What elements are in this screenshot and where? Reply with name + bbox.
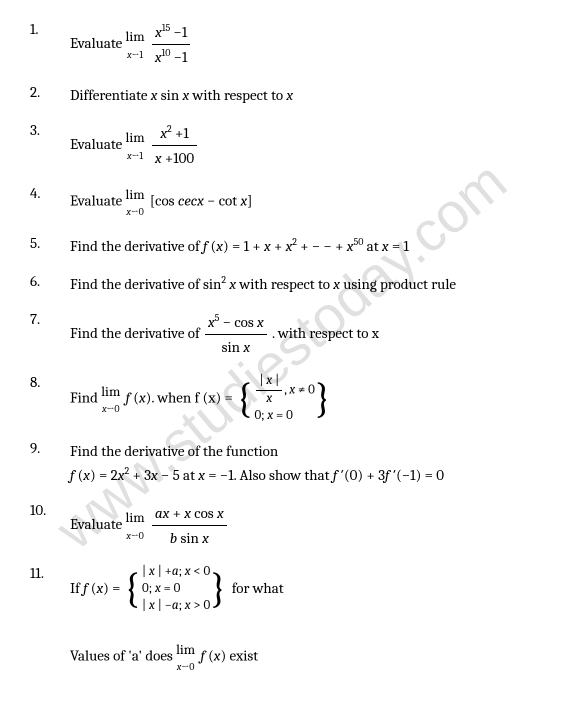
limit-expr: limx→0 bbox=[176, 639, 195, 675]
problem-content: Find the derivative of f (x) = 1 + x + x… bbox=[70, 234, 531, 258]
problem-content: Evaluate limx→0 ax + x cos xb sin x bbox=[70, 501, 531, 550]
problem-8: 8. Find limx→0 f (x). when f (x) = { | x… bbox=[30, 373, 531, 425]
limit-expr: limx→0 bbox=[126, 507, 145, 543]
problem-content: If f (x) = { | x | +a; x < 0 0; x = 0 | … bbox=[70, 564, 531, 675]
problem-number: 2. bbox=[30, 83, 70, 107]
problem-text: Evaluate bbox=[70, 135, 126, 153]
limit-expr: limx→0 bbox=[126, 184, 145, 220]
problem-3: 3. Evaluate limx→1 x2 +1x +100 bbox=[30, 121, 531, 170]
limit-expr: limx→0 bbox=[101, 381, 120, 417]
problem-content: Evaluate limx→0 [cos cecx − cot x] bbox=[70, 184, 531, 220]
fraction: x5 − cos xsin x bbox=[205, 310, 267, 359]
problem-number: 7. bbox=[30, 310, 70, 359]
problem-number: 8. bbox=[30, 373, 70, 425]
problem-content: Find the derivative of sin2 x with respe… bbox=[70, 272, 531, 296]
problem-text: Find the derivative of bbox=[70, 324, 203, 342]
problem-9: 9. Find the derivative of the function f… bbox=[30, 439, 531, 487]
problem-content: Differentiate x sin x with respect to x bbox=[70, 83, 531, 107]
tail-text: for what bbox=[232, 579, 284, 597]
problem-text: Evaluate bbox=[70, 34, 126, 52]
problem-content: Find the derivative of x5 − cos xsin x .… bbox=[70, 310, 531, 359]
tail2-text: exist bbox=[230, 646, 259, 664]
fraction: x2 +1x +100 bbox=[152, 121, 197, 170]
problem-7: 7. Find the derivative of x5 − cos xsin … bbox=[30, 310, 531, 359]
problem-10: 10. Evaluate limx→0 ax + x cos xb sin x bbox=[30, 501, 531, 550]
problem-text: Evaluate bbox=[70, 192, 126, 210]
problem-4: 4. Evaluate limx→0 [cos cecx − cot x] bbox=[30, 184, 531, 220]
problem-number: 6. bbox=[30, 272, 70, 296]
problem-number: 4. bbox=[30, 184, 70, 220]
problem-2: 2. Differentiate x sin x with respect to… bbox=[30, 83, 531, 107]
fraction: x15 −1x10 −1 bbox=[152, 20, 191, 69]
fraction: ax + x cos xb sin x bbox=[152, 501, 227, 550]
problem-1: 1. Evaluate limx→1 x15 −1x10 −1 bbox=[30, 20, 531, 69]
problem-content: Find the derivative of the function f (x… bbox=[70, 439, 531, 487]
problem-11: 11. If f (x) = { | x | +a; x < 0 0; x = … bbox=[30, 564, 531, 675]
problem-number: 1. bbox=[30, 20, 70, 69]
piecewise: { | x |x, x ≠ 0 0; x = 0 } bbox=[236, 373, 333, 425]
limit-expr: limx→1 bbox=[126, 127, 145, 163]
problem-6: 6. Find the derivative of sin2 x with re… bbox=[30, 272, 531, 296]
piecewise: { | x | +a; x < 0 0; x = 0 | x | −a; x >… bbox=[124, 564, 229, 615]
problem-number: 5. bbox=[30, 234, 70, 258]
problem-number: 10. bbox=[30, 501, 70, 550]
problem-number: 3. bbox=[30, 121, 70, 170]
problem-5: 5. Find the derivative of f (x) = 1 + x … bbox=[30, 234, 531, 258]
problem-text: Evaluate bbox=[70, 515, 126, 533]
problem-number: 11. bbox=[30, 564, 70, 675]
mid-text: . when f (x) = bbox=[151, 389, 236, 407]
problem-content: Evaluate limx→1 x15 −1x10 −1 bbox=[70, 20, 531, 69]
problem-number: 9. bbox=[30, 439, 70, 487]
problem-text: Find bbox=[70, 389, 101, 407]
problem-text: Find the derivative of the function bbox=[70, 442, 278, 460]
line2-text: Values of 'a' does bbox=[70, 646, 176, 664]
problem-content: Find limx→0 f (x). when f (x) = { | x |x… bbox=[70, 373, 531, 425]
problem-tail: . with respect to x bbox=[272, 324, 379, 342]
problem-content: Evaluate limx→1 x2 +1x +100 bbox=[70, 121, 531, 170]
limit-expr: limx→1 bbox=[126, 26, 145, 62]
